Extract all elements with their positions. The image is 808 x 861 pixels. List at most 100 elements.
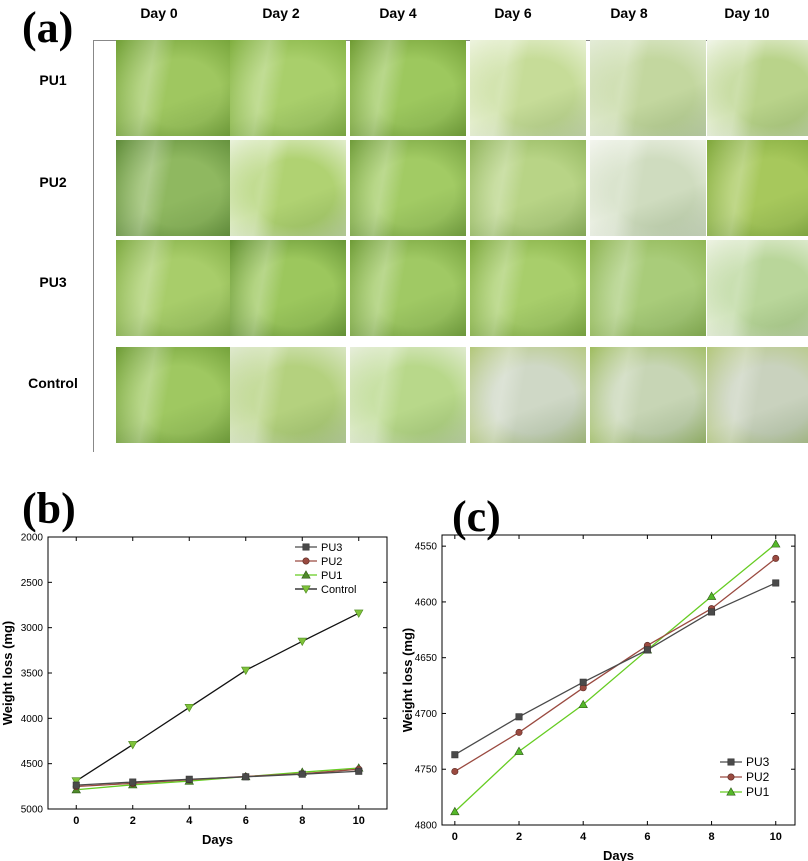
- photo-pu3-day-6: [470, 240, 586, 336]
- x-tick-label: 8: [709, 831, 715, 843]
- y-tick-label: 4550: [415, 542, 438, 553]
- weight-loss-chart-pu: 4550 4600 4650 4700 4750 4800 0 2 4 6 8 10 Days Weigh…: [400, 534, 796, 861]
- y-tick-label: 4650: [415, 653, 438, 664]
- glass-beaker-overlay: [350, 40, 466, 136]
- data-point-pu3: [772, 579, 780, 587]
- data-point-pu2: [515, 728, 523, 736]
- photo-control-day-6: [470, 347, 586, 443]
- y-tick-label: 4600: [415, 597, 438, 608]
- photo-pu1-day-0: [116, 40, 232, 136]
- data-point-pu3: [579, 678, 587, 686]
- glass-beaker-overlay: [470, 140, 586, 236]
- y-tick-label: 5000: [21, 805, 44, 816]
- glass-beaker-overlay: [116, 347, 232, 443]
- column-header-day-10: Day 10: [724, 5, 770, 21]
- y-tick-label: 4750: [415, 765, 438, 776]
- photo-control-day-4: [350, 347, 466, 443]
- photo-control-day-0: [116, 347, 232, 443]
- glass-beaker-overlay: [470, 347, 586, 443]
- row-header-pu3: PU3: [39, 274, 67, 290]
- photo-pu1-day-4: [350, 40, 466, 136]
- data-point-pu3: [129, 778, 137, 786]
- x-tick-label: 0: [73, 815, 79, 827]
- plot-frame: [441, 534, 796, 826]
- data-point-pu3: [298, 770, 306, 778]
- data-point-pu1: [578, 699, 588, 709]
- legend-label-pu3: PU3: [321, 542, 342, 554]
- legend-label-pu1: PU1: [746, 785, 770, 799]
- glass-beaker-overlay: [590, 140, 706, 236]
- data-point-pu1: [706, 591, 717, 600]
- series-line-pu1: [454, 543, 777, 813]
- glass-beaker-overlay: [230, 140, 346, 236]
- x-tick-label: 4: [580, 831, 587, 843]
- photo-pu3-day-10: [707, 240, 808, 336]
- legend-label-pu1: PU1: [321, 570, 342, 582]
- legend-marker-pu1: [726, 787, 736, 796]
- y-axis-label: Weight loss (mg): [0, 621, 15, 725]
- y-tick-label: 3500: [21, 669, 44, 680]
- glass-beaker-overlay: [350, 140, 466, 236]
- weight-loss-chart-all: 2000 2500 3000 3500 4000 4500 5000 0 2 4 6 8 10 Days W…: [0, 533, 388, 847]
- column-header-day-2: Day 2: [262, 5, 300, 21]
- legend-label-pu3: PU3: [746, 755, 770, 769]
- glass-beaker-overlay: [707, 140, 808, 236]
- y-tick-label: 3000: [21, 623, 44, 634]
- data-point-pu1: [514, 746, 524, 755]
- glass-beaker-overlay: [116, 140, 232, 236]
- glass-beaker-overlay: [590, 347, 706, 443]
- photo-pu2-day-10: [707, 140, 808, 236]
- photo-pu2-day-2: [230, 140, 346, 236]
- data-point-pu1: [771, 539, 781, 548]
- photo-pu3-day-0: [116, 240, 232, 336]
- series-line-pu2: [454, 557, 777, 773]
- glass-beaker-overlay: [350, 347, 466, 443]
- data-point-pu2: [451, 767, 459, 775]
- photo-pu2-day-8: [590, 140, 706, 236]
- data-point-pu3: [708, 608, 716, 616]
- photo-pu3-day-8: [590, 240, 706, 336]
- photo-grid-panel: (a) Day 0 Day 2 Day 4 Day 6 Day 8 Day 10…: [22, 5, 808, 452]
- photo-pu1-day-10: [707, 40, 808, 136]
- data-point-pu2: [772, 554, 780, 562]
- row-header-pu1: PU1: [39, 72, 67, 88]
- y-tick-label: 4700: [415, 709, 438, 720]
- row-header-pu2: PU2: [39, 174, 67, 190]
- x-axis-label: Days: [202, 832, 233, 847]
- data-point-pu3: [185, 775, 193, 783]
- y-tick-label: 4800: [415, 821, 438, 832]
- column-header-day-0: Day 0: [140, 5, 178, 21]
- data-point-pu1: [450, 806, 460, 816]
- x-tick-label: 2: [130, 815, 136, 827]
- series-line-pu3: [454, 582, 777, 756]
- x-tick-label: 10: [770, 831, 782, 843]
- photo-pu1-day-6: [470, 40, 586, 136]
- y-tick-label: 4000: [21, 714, 44, 725]
- photo-pu2-day-4: [350, 140, 466, 236]
- glass-beaker-overlay: [707, 240, 808, 336]
- glass-beaker-overlay: [116, 240, 232, 336]
- x-tick-label: 10: [353, 815, 365, 827]
- data-point-pu3: [515, 713, 523, 721]
- y-axis-label: Weight loss (mg): [400, 628, 415, 732]
- data-point-pu3: [72, 781, 80, 789]
- data-point-pu3: [242, 773, 250, 781]
- series-line-pu1: [76, 767, 359, 791]
- legend-label-pu2: PU2: [746, 770, 770, 784]
- row-header-control: Control: [28, 375, 78, 391]
- glass-beaker-overlay: [590, 40, 706, 136]
- glass-beaker-overlay: [470, 40, 586, 136]
- glass-beaker-overlay: [590, 240, 706, 336]
- x-tick-label: 8: [299, 815, 305, 827]
- data-point-control: [241, 666, 251, 676]
- series-line-pu3: [76, 770, 359, 786]
- panel-label-c: (c): [452, 492, 501, 541]
- legend-marker-pu3: [727, 758, 735, 766]
- data-point-control: [184, 703, 194, 713]
- data-point-control: [128, 741, 138, 750]
- glass-beaker-overlay: [707, 40, 808, 136]
- x-tick-label: 4: [186, 815, 193, 827]
- photo-pu3-day-4: [350, 240, 466, 336]
- glass-beaker-overlay: [230, 347, 346, 443]
- photo-pu2-day-0: [116, 140, 232, 236]
